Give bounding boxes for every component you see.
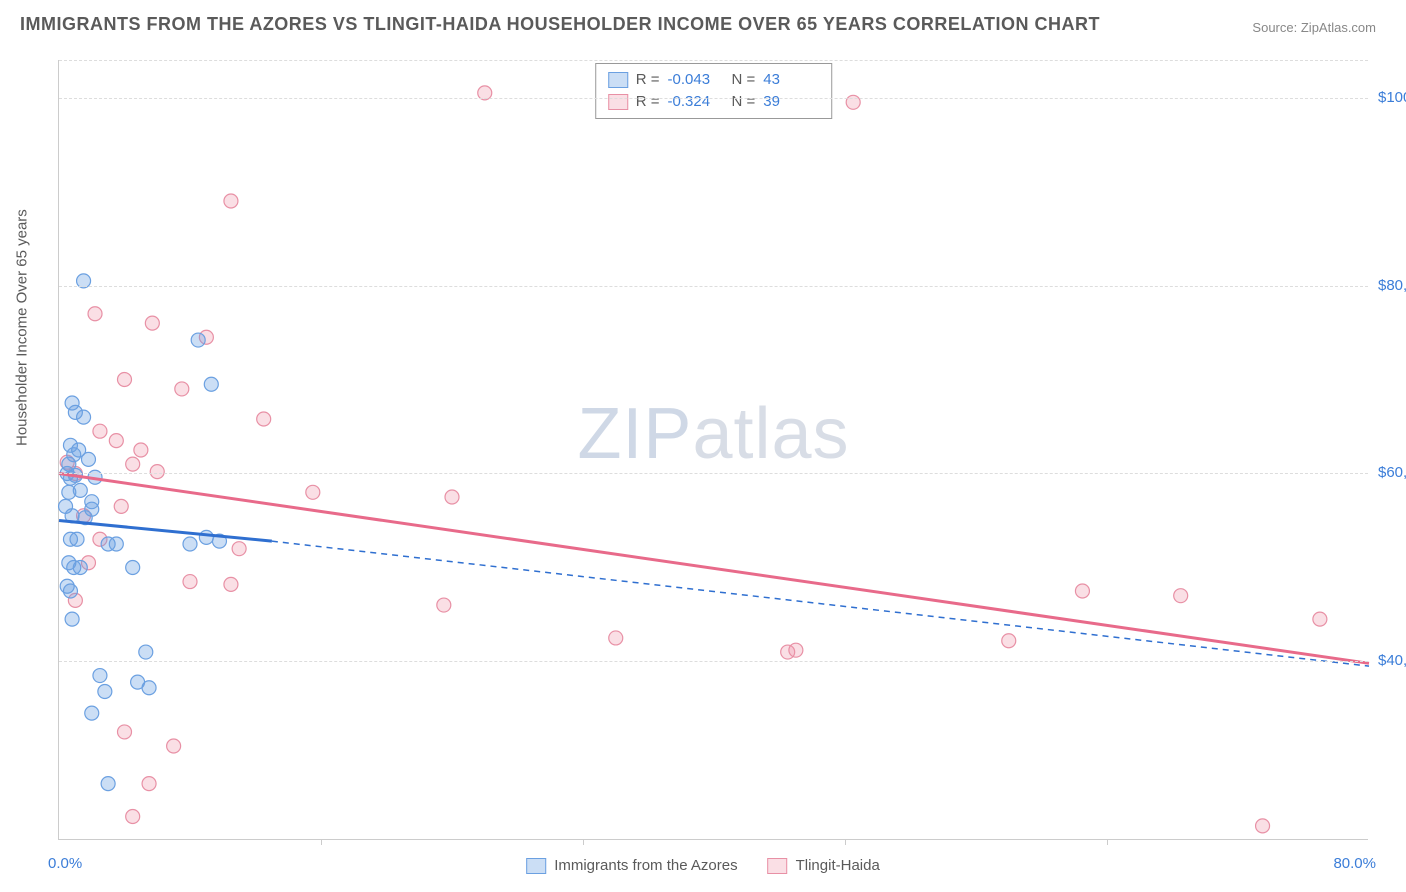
source-attribution: Source: ZipAtlas.com	[1252, 20, 1376, 35]
grid-line	[59, 473, 1368, 474]
legend-label-a: Immigrants from the Azores	[554, 857, 737, 874]
grid-line	[59, 98, 1368, 99]
chart-title: IMMIGRANTS FROM THE AZORES VS TLINGIT-HA…	[20, 14, 1100, 35]
x-axis-max-label: 80.0%	[1333, 855, 1376, 872]
scatter-point	[98, 685, 112, 699]
scatter-point	[88, 307, 102, 321]
source-label: Source:	[1252, 20, 1297, 35]
x-axis-min-label: 0.0%	[48, 855, 82, 872]
source-value: ZipAtlas.com	[1301, 20, 1376, 35]
scatter-point	[70, 532, 84, 546]
scatter-point	[85, 706, 99, 720]
scatter-point	[1075, 584, 1089, 598]
scatter-point	[93, 669, 107, 683]
scatter-point	[81, 452, 95, 466]
regression-line	[59, 473, 1369, 663]
legend-label-b: Tlingit-Haida	[796, 857, 880, 874]
scatter-point	[224, 194, 238, 208]
scatter-point	[1174, 589, 1188, 603]
scatter-point	[142, 777, 156, 791]
grid-line	[59, 286, 1368, 287]
scatter-point	[175, 382, 189, 396]
scatter-point	[167, 739, 181, 753]
scatter-point	[109, 434, 123, 448]
scatter-point	[73, 483, 87, 497]
scatter-point	[183, 575, 197, 589]
scatter-point	[445, 490, 459, 504]
x-tick	[845, 839, 846, 845]
scatter-point	[73, 560, 87, 574]
x-tick	[321, 839, 322, 845]
scatter-point	[224, 577, 238, 591]
scatter-point	[65, 612, 79, 626]
scatter-point	[183, 537, 197, 551]
y-tick-label: $40,000	[1378, 652, 1406, 669]
scatter-point	[150, 465, 164, 479]
scatter-point	[85, 495, 99, 509]
scatter-point	[145, 316, 159, 330]
x-tick	[583, 839, 584, 845]
scatter-point	[1256, 819, 1270, 833]
scatter-point	[101, 777, 115, 791]
series-legend: Immigrants from the Azores Tlingit-Haida	[526, 857, 880, 874]
scatter-point	[789, 643, 803, 657]
scatter-point	[118, 725, 132, 739]
regression-line	[59, 520, 272, 541]
scatter-point	[126, 810, 140, 824]
scatter-point	[114, 499, 128, 513]
scatter-point	[93, 424, 107, 438]
scatter-point	[139, 645, 153, 659]
scatter-point	[1002, 634, 1016, 648]
scatter-point	[63, 584, 77, 598]
scatter-point	[118, 373, 132, 387]
scatter-point	[204, 377, 218, 391]
scatter-point	[609, 631, 623, 645]
x-tick	[1107, 839, 1108, 845]
scatter-point	[306, 485, 320, 499]
scatter-point	[126, 560, 140, 574]
y-tick-label: $100,000	[1378, 89, 1406, 106]
scatter-point	[134, 443, 148, 457]
scatter-point	[191, 333, 205, 347]
scatter-point	[142, 681, 156, 695]
scatter-point	[257, 412, 271, 426]
grid-line	[59, 661, 1368, 662]
legend-item-a: Immigrants from the Azores	[526, 857, 737, 874]
y-tick-label: $60,000	[1378, 464, 1406, 481]
swatch-series-b	[768, 858, 788, 874]
scatter-point	[199, 530, 213, 544]
legend-item-b: Tlingit-Haida	[768, 857, 880, 874]
scatter-point	[232, 542, 246, 556]
scatter-point	[437, 598, 451, 612]
plot-area: ZIPatlas R = -0.043 N = 43 R = -0.324 N …	[58, 60, 1368, 840]
scatter-point	[1313, 612, 1327, 626]
scatter-point	[109, 537, 123, 551]
chart-svg	[59, 60, 1368, 839]
y-axis-title: Householder Income Over 65 years	[14, 209, 31, 446]
scatter-point	[77, 410, 91, 424]
scatter-point	[126, 457, 140, 471]
y-tick-label: $80,000	[1378, 277, 1406, 294]
swatch-series-a	[526, 858, 546, 874]
